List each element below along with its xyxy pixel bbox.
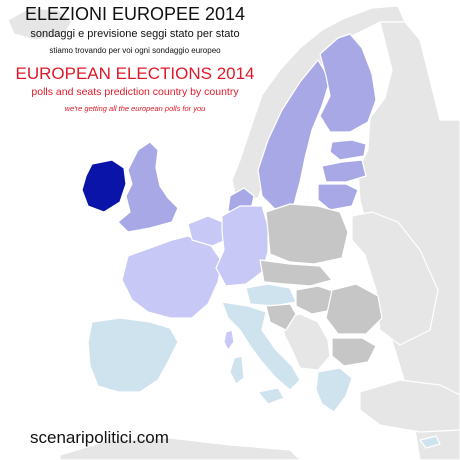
greece [315, 367, 353, 413]
sicily [257, 387, 285, 405]
latvia [321, 159, 367, 183]
north-africa [59, 437, 301, 460]
italian-subtitle: sondaggi e previsione seggi stato per st… [30, 28, 240, 40]
ireland [81, 159, 127, 213]
site-name: scenaripolitici.com [30, 428, 169, 447]
english-note: we're getting all the european polls for… [64, 104, 206, 113]
cyprus [419, 435, 441, 449]
united-kingdom [117, 141, 179, 233]
italian-title: ELEZIONI EUROPEE 2014 [24, 4, 246, 24]
turkey [359, 379, 460, 433]
estonia [329, 139, 367, 161]
slovenia-croatia [265, 303, 297, 331]
lithuania [317, 183, 359, 211]
corsica [223, 329, 235, 351]
france [121, 235, 223, 319]
romania [325, 283, 383, 335]
italian-note: stiamo trovando per voi ogni sondaggio e… [49, 46, 221, 55]
english-title: EUROPEAN ELECTIONS 2014 [15, 64, 255, 83]
belarus-ukraine [351, 211, 439, 346]
poland [265, 203, 349, 265]
germany [215, 205, 269, 287]
czech-slovakia [259, 259, 333, 287]
bulgaria [331, 337, 377, 367]
sardinia [229, 355, 245, 385]
iberia [87, 317, 179, 393]
iceland [7, 7, 73, 41]
austria [245, 283, 297, 307]
finland [319, 33, 377, 133]
italy [221, 301, 301, 391]
english-subtitle: polls and seats prediction country by co… [31, 86, 239, 98]
sweden [257, 59, 331, 213]
balkans-non-eu [283, 313, 331, 371]
